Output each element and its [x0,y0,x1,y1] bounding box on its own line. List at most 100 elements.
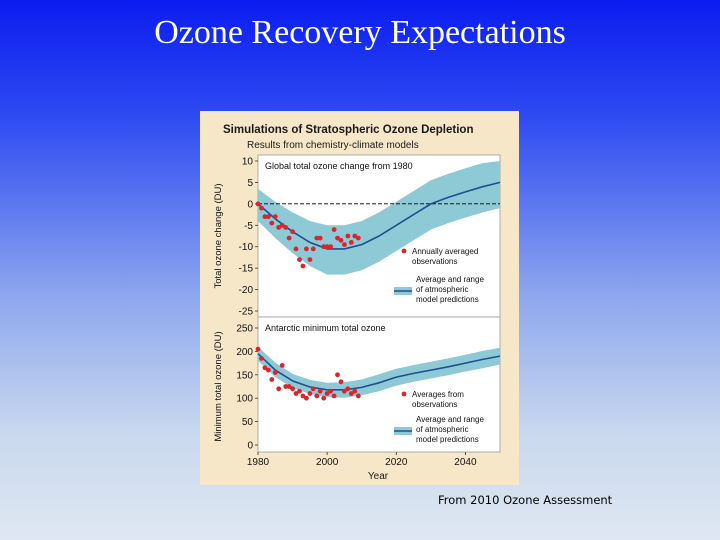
panel-title: Global total ozone change from 1980 [265,161,413,171]
y-tick-label: -10 [239,242,254,253]
legend-observations-line-2: observations [412,400,457,409]
x-axis-label: Year [368,471,389,482]
model-mean-line [257,181,501,250]
model-range-band [258,346,500,398]
chart-svg: Simulations of Stratospheric Ozone Deple… [213,124,501,482]
observation-point [259,205,264,211]
observation-point [331,227,337,232]
panel-title: Antarctic minimum total ozone [265,323,386,333]
legend-model-line-2: of atmospheric [416,285,468,294]
observation-point [259,356,264,361]
observation-point [355,235,361,241]
y-tick-label: 0 [247,441,253,452]
legend-observations-line-2: observations [412,257,457,266]
model-mean-line [257,353,501,391]
legend-observations-label: Averages from observations [412,390,464,409]
y-axis-label: Minimum total ozone (DU) [213,331,224,441]
legend-model-line-1: Average and range [416,415,484,424]
x-tick-label: 1980 [247,457,270,468]
observation-point [338,237,344,243]
legend-model-line-3: model predictions [416,435,479,444]
observation-point [324,391,330,396]
observation-point [272,214,278,220]
figure-subtitle: Results from chemistry-climate models [247,140,419,151]
observation-point [272,370,278,375]
observation-point [335,372,340,378]
observation-point [348,240,354,245]
observation-point [310,246,316,252]
legend-model-line-1: Average and range [416,275,484,284]
observation-point [348,391,354,396]
x-tick-label: 2000 [316,457,339,468]
y-axis-label: Total ozone change (DU) [213,183,224,288]
observation-point [293,246,299,252]
observation-point [304,246,309,252]
legend-observations-line-1: Annually averaged [412,247,478,256]
observation-point [310,386,316,392]
observation-point [262,365,268,371]
observation-point [300,263,306,269]
observation-point [279,363,285,368]
observation-point [276,225,282,230]
observation-point [269,377,275,382]
observation-point [345,233,351,239]
observation-point [276,386,282,392]
legend-observations-line-1: Averages from [412,390,464,399]
observation-point [317,235,323,241]
observation-point [331,393,337,399]
x-tick-label: 2040 [454,457,477,468]
x-axis: 1980 2000 2020 2040 [247,452,477,468]
chart-figure: Simulations of Stratospheric Ozone Deple… [200,111,519,485]
observation-point [297,388,302,394]
observation-point [314,235,320,241]
observation-point [328,244,333,250]
observation-point [255,201,261,207]
observation-point [321,395,327,401]
observation-point [342,388,347,394]
y-tick-label: 100 [236,394,253,405]
slide-title: Ozone Recovery Expectations [154,14,566,51]
observation-point [290,229,295,235]
y-tick-label: -15 [239,264,254,275]
legend-model-label: Average and range of atmospheric model pre… [416,415,484,444]
observation-point [279,222,285,228]
observation-point [286,235,292,241]
y-tick-label: 200 [236,347,253,358]
observation-point [307,391,313,396]
observation-point [304,395,309,401]
y-tick-label: 150 [236,370,253,381]
legend-observation-swatch [401,248,407,254]
legend-model-line-2: of atmospheric [416,425,468,434]
observation-point [338,379,344,385]
x-tick-label: 2020 [385,457,408,468]
figure-title: Simulations of Stratospheric Ozone Deple… [223,124,473,136]
panel-antarctic-ozone: Antarctic minimum total ozone Minimum tot… [213,316,501,453]
observation-point [324,244,330,250]
observation-point [255,346,261,352]
observation-point [314,393,320,399]
y-tick-label: 50 [242,417,254,428]
legend-observation-swatch [401,391,407,397]
observation-point [328,388,333,394]
y-tick-label: -20 [239,285,254,296]
observation-point [345,386,351,392]
observation-point [262,214,268,220]
observation-point [266,214,271,220]
y-tick-label: 250 [236,324,253,335]
y-tick-label: 0 [247,199,253,210]
observation-point [293,391,299,396]
observation-point [286,384,292,389]
observation-point [342,242,347,248]
y-tick-label: -25 [239,307,254,318]
observation-point [283,225,289,230]
observation-point [317,388,323,394]
observation-point [290,386,295,392]
y-tick-label: -5 [244,221,253,232]
legend-model-label: Average and range of atmospheric model pre… [416,275,484,304]
observation-point [297,257,302,262]
observation-point [321,244,327,250]
observation-point [352,388,358,394]
slide-caption: From 2010 Ozone Assessment [438,493,613,507]
observation-point [266,367,271,373]
panel-global-ozone: Global total ozone change from 1980 Total… [213,154,501,318]
